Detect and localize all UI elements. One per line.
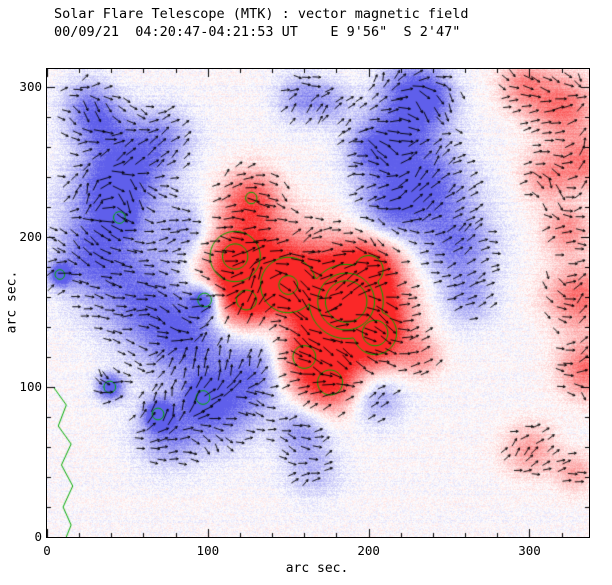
y-axis-label: arc sec. — [4, 270, 20, 334]
chart-subtitle: 00/09/21 04:20:47-04:21:53 UT E 9'56" S … — [54, 24, 461, 40]
magnetogram-plot — [46, 68, 590, 538]
x-axis-label: arc sec. — [285, 561, 349, 576]
x-tick-label: 300 — [518, 543, 541, 558]
y-tick-label: 100 — [19, 378, 42, 394]
y-tick-label: 0 — [34, 528, 42, 544]
y-tick-label: 300 — [19, 78, 42, 94]
x-tick-label: 100 — [196, 543, 220, 558]
y-tick-label: 200 — [19, 228, 42, 244]
chart-title: Solar Flare Telescope (MTK) : vector mag… — [54, 6, 469, 22]
x-tick-label: 0 — [43, 543, 51, 558]
x-tick-label: 200 — [357, 543, 380, 558]
